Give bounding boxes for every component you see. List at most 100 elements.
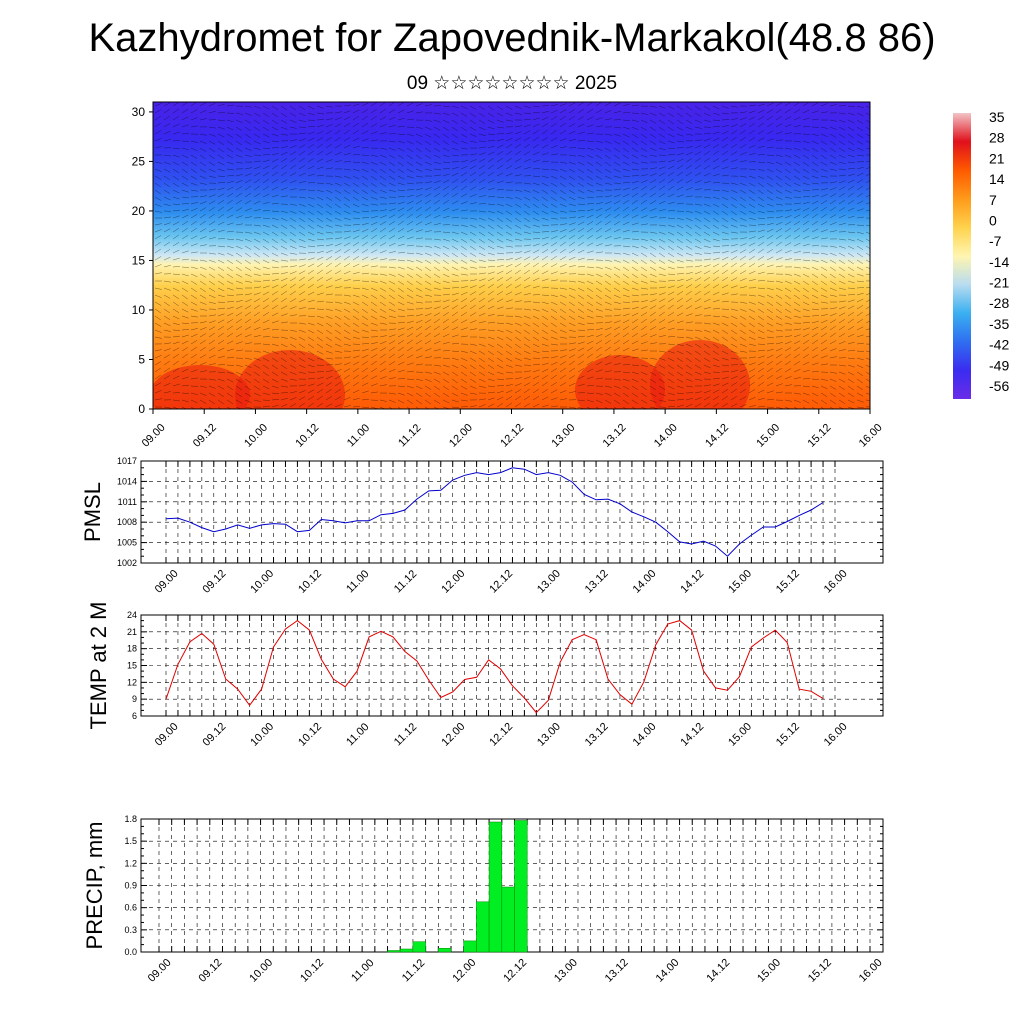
wind-barb <box>253 166 261 170</box>
wind-barb <box>622 140 630 146</box>
wind-barb <box>667 178 674 184</box>
wind-barb <box>541 203 549 209</box>
wind-barb <box>415 200 423 205</box>
wind-barb <box>469 304 476 310</box>
x-tick-label: 12.00 <box>447 422 475 450</box>
wind-barb <box>505 389 513 394</box>
wind-barb <box>388 315 396 318</box>
wind-barb <box>271 133 279 137</box>
wind-barb <box>685 371 693 376</box>
x-tick-label: 15.12 <box>774 568 802 596</box>
wind-barb <box>253 119 261 125</box>
wind-barb <box>388 227 395 233</box>
wind-barb <box>226 119 234 123</box>
wind-barb <box>271 378 279 383</box>
wind-barb <box>658 350 666 353</box>
wind-barb <box>487 336 495 340</box>
wind-barb <box>541 336 549 341</box>
wind-barb <box>775 115 782 121</box>
wind-barb <box>406 378 415 380</box>
wind-barb <box>703 276 711 282</box>
wind-barb <box>181 116 189 121</box>
wind-barb <box>550 122 557 128</box>
wind-barb <box>667 343 675 346</box>
wind-barb <box>370 216 378 219</box>
wind-barb <box>298 336 306 341</box>
wind-barb <box>739 111 747 114</box>
wind-barb <box>460 119 467 125</box>
wind-barb <box>406 339 413 345</box>
wind-barb <box>712 383 720 387</box>
wind-barb <box>334 144 342 149</box>
wind-barb <box>505 231 513 236</box>
wind-barb <box>766 308 773 314</box>
wind-barb <box>550 242 558 247</box>
wind-barb <box>649 238 657 242</box>
wind-barb <box>298 343 305 349</box>
wind-barb <box>469 385 477 389</box>
wind-barb <box>172 273 180 276</box>
wind-barb <box>676 140 684 143</box>
wind-barb <box>289 224 296 230</box>
wind-barb <box>793 250 801 254</box>
wind-barb <box>424 280 432 285</box>
wind-barb <box>235 245 243 250</box>
wind-barb <box>496 105 504 111</box>
wind-barb <box>784 196 792 199</box>
wind-barb <box>379 189 387 193</box>
wind-barb <box>532 363 540 366</box>
wind-barb <box>163 265 171 268</box>
wind-barb <box>478 297 485 303</box>
wind-barb <box>478 378 486 383</box>
wind-barb <box>406 147 414 152</box>
wind-barb <box>847 200 855 205</box>
wind-barb <box>424 385 432 390</box>
wind-barb <box>793 266 801 269</box>
wind-barb <box>559 223 567 226</box>
wind-barb <box>199 168 207 173</box>
wind-barb <box>244 326 252 331</box>
wind-barb <box>262 336 271 338</box>
wind-barb <box>568 189 576 194</box>
wind-barb <box>685 195 693 198</box>
wind-barb <box>829 214 837 219</box>
wind-barb <box>496 217 504 222</box>
wind-barb <box>811 194 819 198</box>
wind-barb <box>595 280 603 285</box>
wind-barb <box>613 314 621 317</box>
wind-barb <box>622 319 630 324</box>
wind-barb <box>514 137 522 142</box>
wind-barb <box>307 217 314 223</box>
wind-barb <box>811 175 819 179</box>
wind-barb <box>334 136 341 142</box>
wind-barb <box>802 140 810 144</box>
wind-barb <box>208 228 216 233</box>
wind-barb <box>631 306 639 310</box>
wind-barb <box>640 119 648 124</box>
wind-barb <box>262 399 271 401</box>
wind-barb <box>757 349 765 352</box>
wind-barb <box>568 182 575 188</box>
wind-barb <box>406 220 414 226</box>
wind-barb <box>397 301 405 306</box>
wind-barb <box>568 249 576 254</box>
wind-barb <box>676 171 683 177</box>
wind-barb <box>757 389 765 394</box>
wind-barb <box>775 367 782 373</box>
wind-barb <box>865 252 870 256</box>
wind-barb <box>181 287 189 292</box>
wind-barb <box>397 102 405 107</box>
wind-barb <box>703 283 710 289</box>
wind-barb <box>235 300 243 303</box>
wind-barb <box>865 350 870 353</box>
wind-barb <box>361 294 369 299</box>
wind-barb <box>865 105 870 108</box>
wind-barb <box>208 347 216 352</box>
wind-barb <box>424 214 432 219</box>
wind-barb <box>424 119 432 122</box>
wind-barb <box>244 147 252 151</box>
wind-barb <box>613 206 621 212</box>
wind-barb <box>658 311 665 317</box>
wind-barb <box>739 203 746 209</box>
